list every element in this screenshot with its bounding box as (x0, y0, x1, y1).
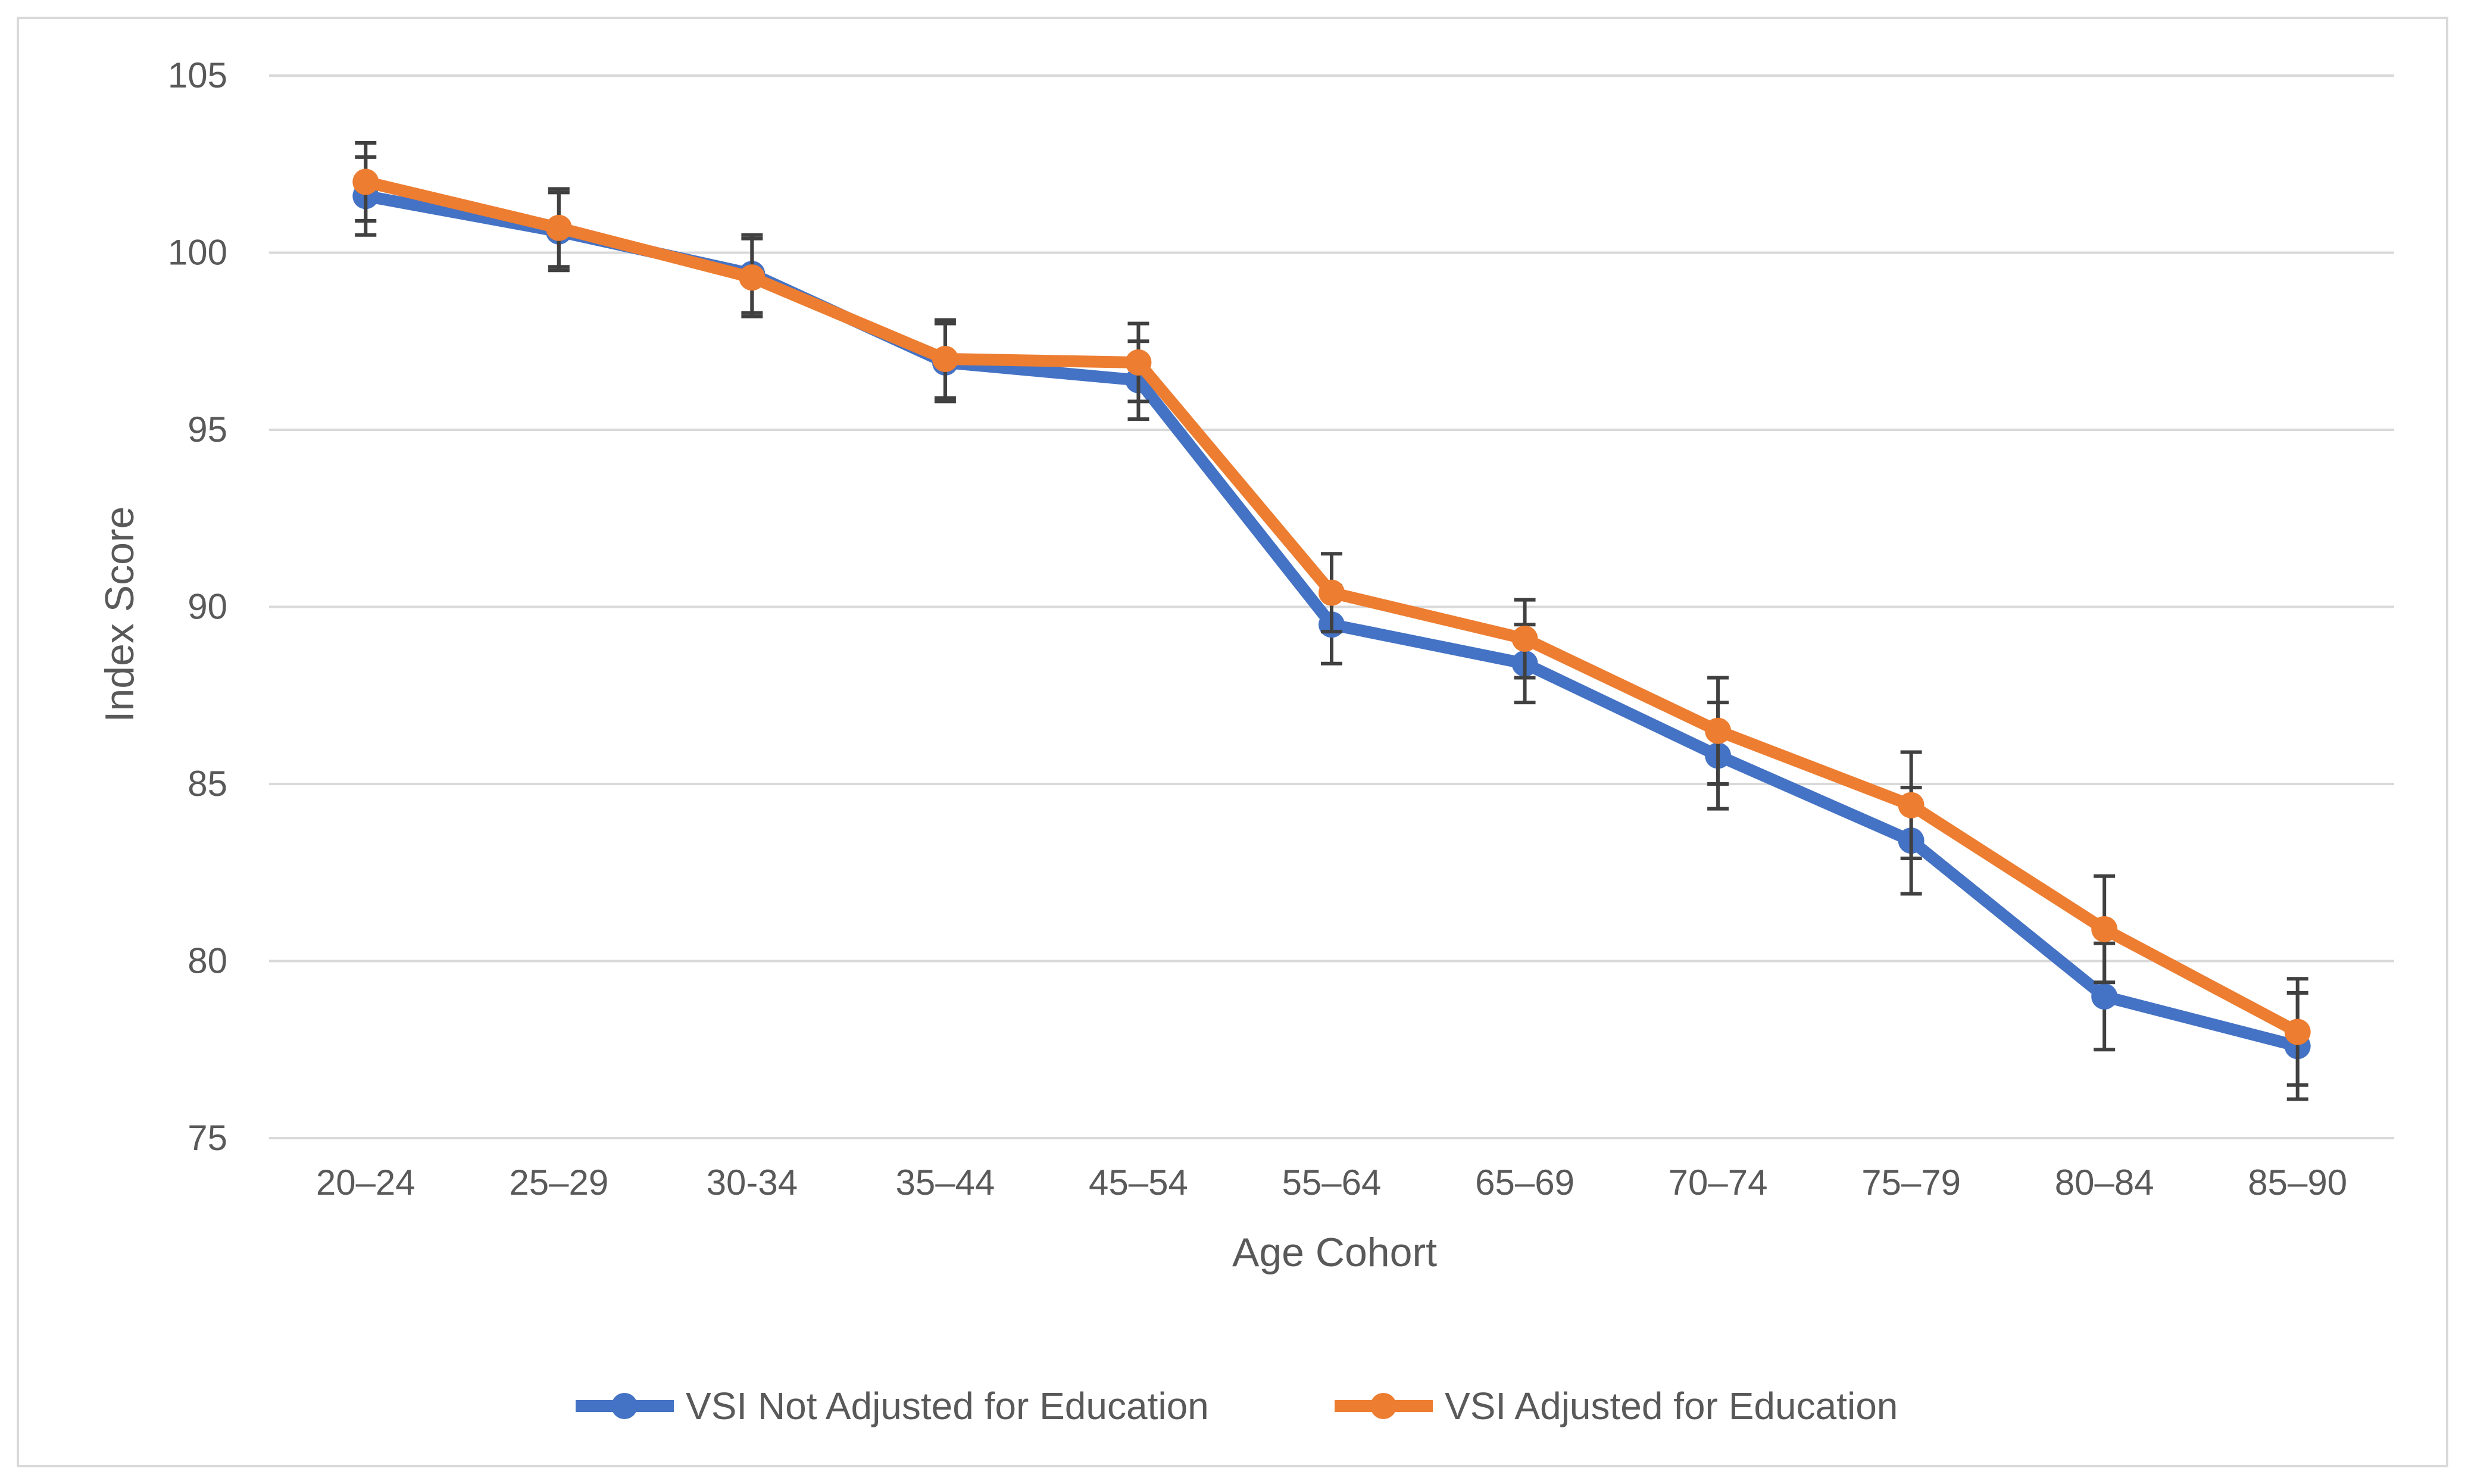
y-tick-label: 90 (188, 587, 227, 627)
data-point (545, 214, 572, 241)
data-point (352, 168, 379, 195)
x-tick-label: 20–24 (316, 1163, 415, 1202)
data-point (932, 346, 958, 372)
line-chart: 75 80 85 90 95 100 105 20–24 25–29 30-34 35–44 45–… (97, 55, 2394, 1427)
legend-label: VSI Adjusted for Education (1445, 1385, 1898, 1427)
x-tick-label: 70–74 (1669, 1163, 1768, 1202)
legend-swatch-marker (1370, 1393, 1396, 1419)
x-tick-label: 80–84 (2055, 1163, 2154, 1202)
y-tick-label: 95 (188, 410, 227, 449)
legend-item-2: VSI Adjusted for Education (1335, 1385, 1898, 1427)
y-tick-label: 100 (168, 233, 227, 273)
legend-swatch-marker (611, 1393, 638, 1419)
data-point (1125, 349, 1152, 376)
data-point (1705, 717, 1732, 744)
x-tick-label: 25–29 (509, 1163, 608, 1202)
data-point (1511, 626, 1538, 652)
y-tick-label: 85 (188, 764, 227, 804)
data-point (1898, 792, 1924, 818)
x-axis-title: Age Cohort (1232, 1230, 1437, 1275)
y-axis-ticks: 75 80 85 90 95 100 105 (168, 55, 227, 1158)
x-tick-label: 35–44 (895, 1163, 995, 1202)
x-tick-label: 85–90 (2248, 1163, 2347, 1202)
y-tick-label: 80 (188, 941, 227, 981)
chart-frame: 75 80 85 90 95 100 105 20–24 25–29 30-34 35–44 45–… (17, 17, 2448, 1467)
y-tick-label: 105 (168, 55, 227, 95)
y-axis-title: Index Score (97, 507, 142, 723)
legend-item-1: VSI Not Adjusted for Education (576, 1385, 1209, 1427)
legend-label: VSI Not Adjusted for Education (686, 1385, 1209, 1427)
data-point (2091, 983, 2118, 1010)
series-2 (352, 141, 2311, 1087)
data-point (2091, 916, 2118, 942)
x-axis-ticks: 20–24 25–29 30-34 35–44 45–54 55–64 65–69 70–74… (316, 1163, 2347, 1202)
data-point (739, 264, 766, 291)
x-tick-label: 55–64 (1282, 1163, 1382, 1202)
x-tick-label: 30-34 (707, 1163, 798, 1202)
y-tick-label: 75 (188, 1118, 227, 1158)
x-tick-label: 65–69 (1475, 1163, 1574, 1202)
x-tick-label: 75–79 (1861, 1163, 1961, 1202)
gridlines (269, 74, 2394, 1139)
x-tick-label: 45–54 (1089, 1163, 1188, 1202)
data-point (2284, 1019, 2311, 1045)
series (352, 141, 2311, 1101)
legend: VSI Not Adjusted for Education VSI Adjust… (576, 1385, 1898, 1427)
data-point (1319, 579, 1345, 606)
